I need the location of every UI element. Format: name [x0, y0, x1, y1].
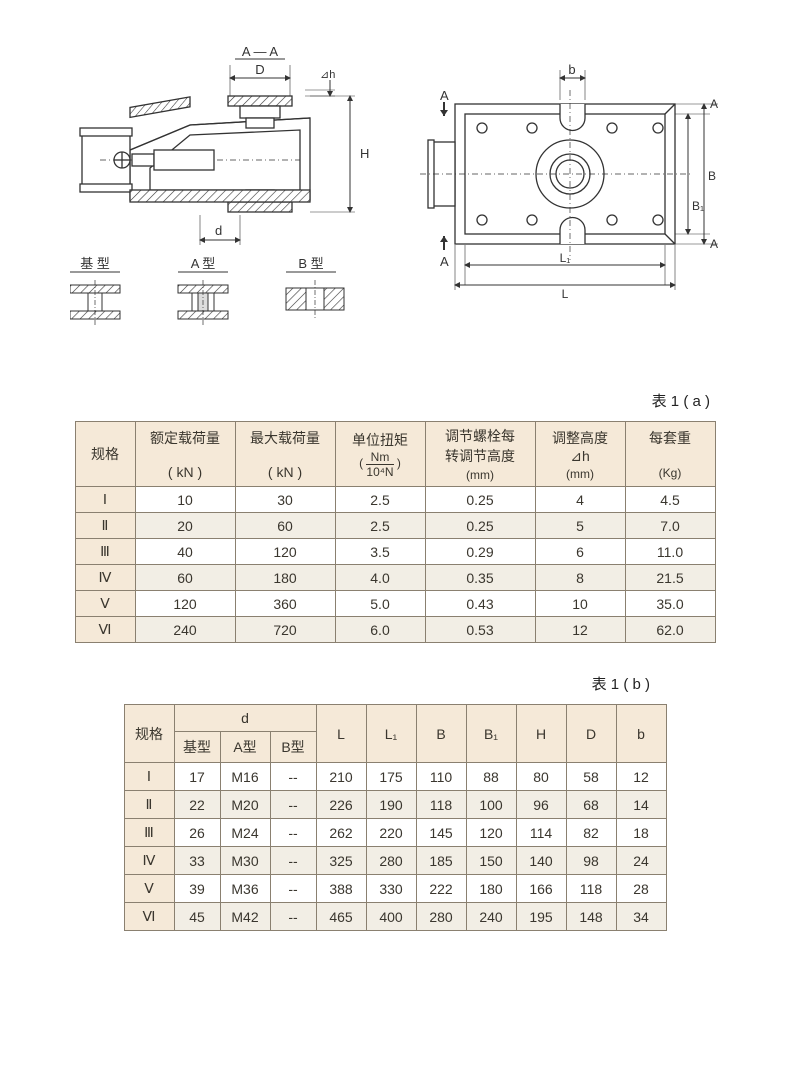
th-D: D: [566, 705, 616, 763]
label-B1: B₁: [692, 199, 704, 213]
th-B1: B₁: [466, 705, 516, 763]
label-d: d: [215, 223, 222, 238]
plan-view: b: [420, 60, 720, 320]
footing-a: A 型: [178, 256, 228, 325]
diagram-area: A — A D ⊿h: [40, 40, 750, 350]
th-max: 最大载荷量( kN ): [235, 422, 335, 487]
th-d: d: [174, 705, 316, 732]
table-row: Ⅳ601804.00.35821.5: [75, 565, 715, 591]
table-b-title: 表 1 ( b ): [40, 673, 650, 694]
th-torque: 单位扭矩( Nm10⁴N ): [335, 422, 425, 487]
th-d-b: B型: [270, 732, 316, 763]
th-d-a: A型: [220, 732, 270, 763]
footing-base: 基 型: [70, 256, 120, 325]
table-row: Ⅴ1203605.00.431035.0: [75, 591, 715, 617]
label-L: L: [562, 287, 569, 301]
table-row: Ⅲ26M24--2622201451201148218: [124, 819, 666, 847]
label-b: b: [568, 62, 575, 77]
svg-text:B 型: B 型: [298, 256, 323, 271]
table-row: Ⅳ33M30--3252801851501409824: [124, 847, 666, 875]
label-D: D: [255, 62, 264, 77]
label-L1: L₁: [560, 251, 571, 265]
th-rated: 额定载荷量( kN ): [135, 422, 235, 487]
table-row: Ⅰ10302.50.2544.5: [75, 487, 715, 513]
label-A-top: A: [440, 88, 449, 103]
th-adjheight: 调整高度⊿h(mm): [535, 422, 625, 487]
table-row: Ⅲ401203.50.29611.0: [75, 539, 715, 565]
th-B: B: [416, 705, 466, 763]
th-d-base: 基型: [174, 732, 220, 763]
table-row: Ⅵ45M42--46540028024019514834: [124, 903, 666, 931]
table-row: Ⅵ2407206.00.531262.0: [75, 617, 715, 643]
footing-b: B 型: [286, 256, 344, 320]
th-b: b: [616, 705, 666, 763]
th-H: H: [516, 705, 566, 763]
th-L: L: [316, 705, 366, 763]
table-row: Ⅱ22M20--226190118100966814: [124, 791, 666, 819]
table-a-title: 表 1 ( a ): [40, 390, 710, 411]
th-weight: 每套重(Kg): [625, 422, 715, 487]
table-row: Ⅰ17M16--21017511088805812: [124, 763, 666, 791]
table-a: 规格额定载荷量( kN )最大载荷量( kN )单位扭矩( Nm10⁴N )调节…: [75, 421, 716, 643]
label-B: B: [708, 169, 716, 183]
table-b: 规格dLL₁BB₁HDb 基型A型B型Ⅰ17M16--21017511088805…: [124, 704, 667, 931]
th-L1: L₁: [366, 705, 416, 763]
table-row: Ⅴ39M36--38833022218016611828: [124, 875, 666, 903]
label-A-bot: A: [440, 254, 449, 269]
table-row: Ⅱ20602.50.2557.0: [75, 513, 715, 539]
th-adjperturn: 调节螺栓每转调节高度(mm): [425, 422, 535, 487]
label-dh: ⊿h: [320, 69, 335, 81]
th-spec: 规格: [75, 422, 135, 487]
svg-text:基 型: 基 型: [80, 256, 110, 271]
label-H: H: [360, 146, 369, 161]
svg-text:A 型: A 型: [191, 256, 216, 271]
th-spec: 规格: [124, 705, 174, 763]
label-a-a: A — A: [242, 44, 278, 59]
section-view: A — A D ⊿h: [70, 40, 400, 350]
